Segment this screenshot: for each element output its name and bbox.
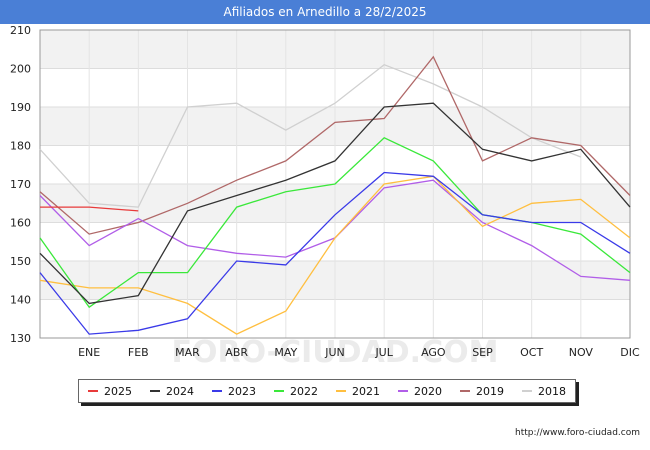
x-tick-label: NOV [569, 346, 594, 359]
legend-label: 2024 [166, 384, 194, 398]
legend-label: 2025 [104, 384, 132, 398]
legend-label: 2023 [228, 384, 256, 398]
x-tick-label: ABR [225, 346, 248, 359]
legend-item-2023: 2023 [212, 385, 256, 398]
legend-item-2022: 2022 [274, 385, 318, 398]
series-line-2024 [39, 102, 631, 305]
legend: 2025 2024 2023 2022 2021 2020 2019 2018 [78, 379, 576, 403]
y-tick-label: 130 [10, 332, 31, 345]
legend-label: 2019 [476, 384, 504, 398]
legend-item-2024: 2024 [150, 385, 194, 398]
x-tick-label: SEP [472, 346, 493, 359]
legend-item-2018: 2018 [522, 385, 566, 398]
x-tick-label: JUN [324, 346, 345, 359]
y-tick-label: 180 [10, 140, 31, 153]
legend-swatch [460, 390, 470, 392]
legend-swatch [398, 390, 408, 392]
x-tick-label: ENE [78, 346, 100, 359]
series-lines [39, 55, 631, 335]
legend-label: 2021 [352, 384, 380, 398]
legend-swatch [212, 390, 222, 392]
legend-swatch [336, 390, 346, 392]
x-tick-label: MAY [274, 346, 297, 359]
x-tick-label: AGO [421, 346, 446, 359]
x-tick-label: DIC [620, 346, 640, 359]
y-tick-label: 140 [10, 294, 31, 307]
legend-item-2025: 2025 [88, 385, 132, 398]
legend-item-2020: 2020 [398, 385, 442, 398]
y-tick-label: 210 [10, 24, 31, 37]
x-tick-label: JUL [374, 346, 393, 359]
x-tick-label: MAR [175, 346, 200, 359]
legend-swatch [88, 390, 98, 392]
legend-swatch [522, 390, 532, 392]
y-tick-label: 190 [10, 101, 31, 114]
legend-item-2021: 2021 [336, 385, 380, 398]
series-line-2023 [39, 171, 631, 335]
series-line-2018 [39, 63, 582, 208]
source-credit: http://www.foro-ciudad.com [515, 428, 640, 438]
x-tick-label: OCT [520, 346, 543, 359]
series-line-2021 [39, 175, 631, 335]
series-line-2019 [39, 55, 631, 235]
series-line-2025 [40, 206, 139, 212]
legend-swatch [150, 390, 160, 392]
legend-label: 2020 [414, 384, 442, 398]
plot-area-border [39, 29, 631, 339]
y-tick-label: 150 [10, 255, 31, 268]
y-axis-ticks: 130 140 150 160 170 180 190 200 210 [10, 24, 31, 345]
x-axis-ticks: ENE FEB MAR ABR MAY JUN JUL AGO SEP OCT NOV DIC [78, 346, 640, 359]
legend-item-2019: 2019 [460, 385, 504, 398]
y-tick-label: 170 [10, 178, 31, 191]
y-tick-label: 200 [10, 63, 31, 76]
y-tick-label: 160 [10, 217, 31, 230]
legend-swatch [274, 390, 284, 392]
legend-label: 2018 [538, 384, 566, 398]
legend-label: 2022 [290, 384, 318, 398]
watermark: FORO-CIUDAD.COM [172, 335, 499, 370]
chart-title: Afiliados en Arnedillo a 28/2/2025 [0, 0, 650, 24]
x-tick-label: FEB [128, 346, 149, 359]
